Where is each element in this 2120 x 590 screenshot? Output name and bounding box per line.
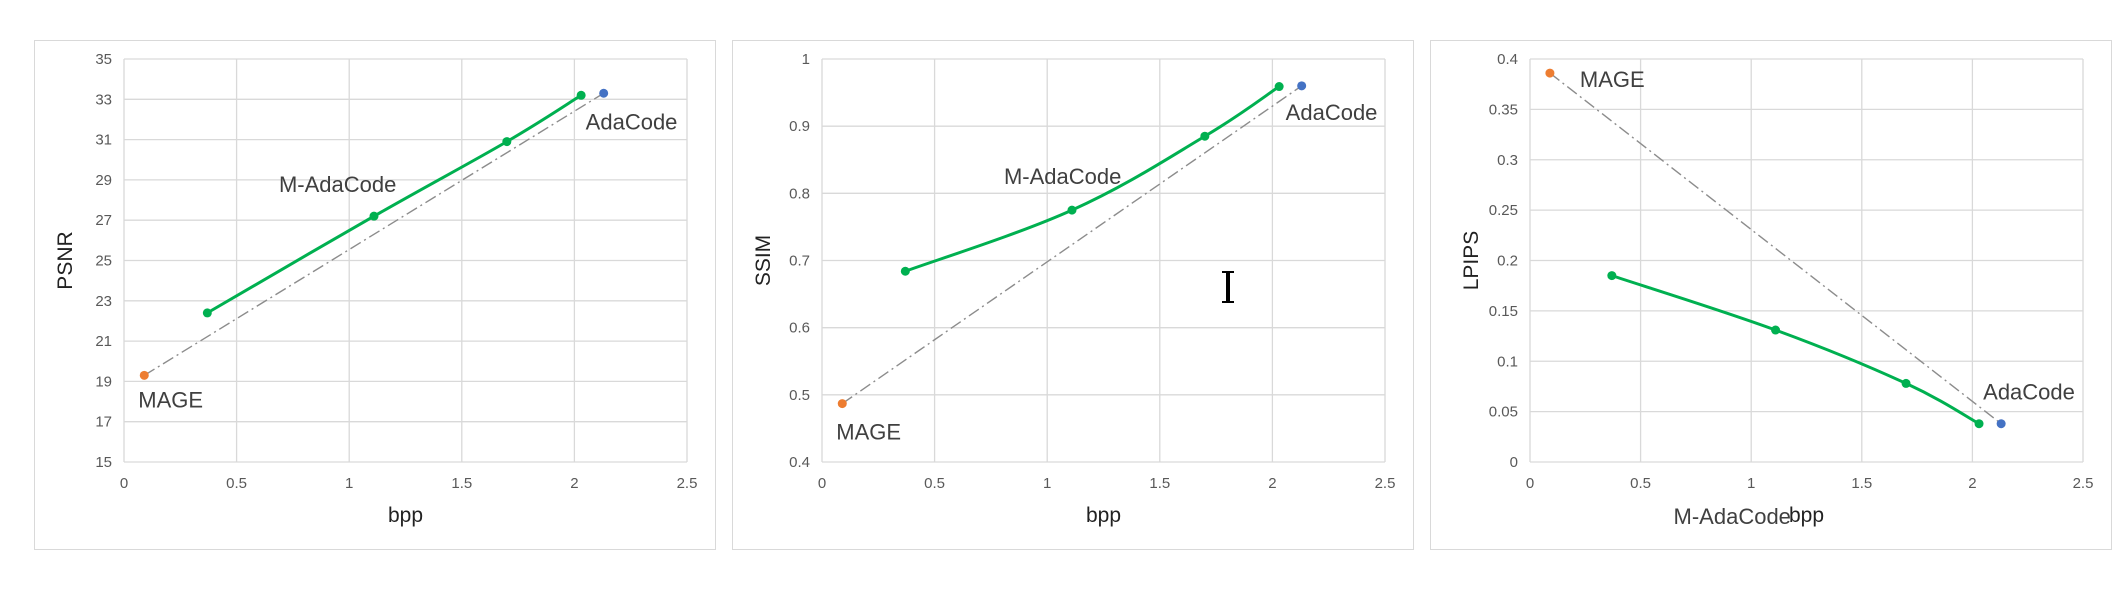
data-point-m-adacode xyxy=(202,308,212,318)
label-mage: MAGE xyxy=(138,387,203,412)
y-tick-label: 25 xyxy=(95,253,112,270)
chart-panel-lpips: 0 0.05 0.1 0.15 0.2 0.25 0.3 0.35 0.4 0 0.5 1 1.5 2 2.… xyxy=(1430,40,2112,550)
reference-line xyxy=(841,85,1303,405)
data-point-m-adacode xyxy=(1274,82,1284,92)
data-point-m-adacode xyxy=(1974,419,1984,429)
y-tick-label: 27 xyxy=(95,212,112,229)
y-tick-label: 31 xyxy=(95,132,112,149)
label-m-adacode: M-AdaCode xyxy=(279,172,396,197)
x-tick-label: 1.5 xyxy=(1149,475,1170,492)
y-tick-label: 0.5 xyxy=(789,387,810,404)
x-tick-label: 2.5 xyxy=(2073,475,2094,492)
x-tick-label: 1 xyxy=(345,475,353,492)
y-tick-label: 0.35 xyxy=(1489,101,1518,118)
y-tick-label: 0.4 xyxy=(1497,51,1518,68)
data-point-m-adacode xyxy=(1607,271,1617,281)
y-axis-title: PSNR xyxy=(54,231,77,289)
x-tick-label: 2.5 xyxy=(1375,475,1396,492)
y-tick-label: 0.7 xyxy=(789,253,810,270)
y-tick-label: 0.1 xyxy=(1497,353,1518,370)
label-mage: MAGE xyxy=(836,420,901,445)
data-point-mage xyxy=(837,399,847,409)
data-point-m-adacode xyxy=(1901,378,1911,388)
y-tick-label: 33 xyxy=(95,91,112,108)
x-tick-label: 1.5 xyxy=(451,475,472,492)
x-axis-title: bpp xyxy=(1789,504,1824,527)
reference-line xyxy=(143,92,605,376)
label-adacode: AdaCode xyxy=(586,109,678,134)
x-tick-label: 1.5 xyxy=(1851,475,1872,492)
x-tick-label: 1 xyxy=(1043,475,1051,492)
y-axis-title: SSIM xyxy=(752,235,775,286)
data-point-adacode xyxy=(599,88,609,98)
data-point-mage xyxy=(139,370,149,380)
y-axis-title: LPIPS xyxy=(1460,231,1483,291)
x-tick-label: 0 xyxy=(818,475,826,492)
series-line-m-adacode xyxy=(904,85,1280,273)
y-tick-label: 0.9 xyxy=(789,118,810,135)
data-point-m-adacode xyxy=(1771,325,1781,335)
series-line-m-adacode xyxy=(1611,274,1980,426)
y-tick-label: 15 xyxy=(95,454,112,471)
label-m-adacode: M-AdaCode xyxy=(1674,504,1791,529)
data-point-m-adacode xyxy=(502,137,512,147)
y-tick-label: 0.3 xyxy=(1497,152,1518,169)
y-tick-label: 17 xyxy=(95,414,112,431)
y-tick-label: 0.2 xyxy=(1497,253,1518,270)
chart-panel-ssim: 0.4 0.5 0.6 0.7 0.8 0.9 1 0 0.5 1 1.5 2 2.5 bpp SSIM MA… xyxy=(732,40,1414,550)
label-adacode: AdaCode xyxy=(1983,380,2075,405)
y-tick-label: 0.4 xyxy=(789,454,810,471)
label-mage: MAGE xyxy=(1580,67,1645,92)
x-axis-title: bpp xyxy=(1086,504,1121,527)
y-tick-label: 0.6 xyxy=(789,320,810,337)
ssim-chart: 0.4 0.5 0.6 0.7 0.8 0.9 1 0 0.5 1 1.5 2 2.5 bpp SSIM MA… xyxy=(752,51,1396,527)
y-tick-label: 23 xyxy=(95,293,112,310)
data-point-m-adacode xyxy=(1200,131,1210,141)
x-tick-label: 0 xyxy=(120,475,128,492)
y-tick-label: 19 xyxy=(95,373,112,390)
x-axis-title: bpp xyxy=(388,504,423,527)
x-tick-label: 2 xyxy=(570,475,578,492)
x-tick-label: 0.5 xyxy=(1630,475,1651,492)
chart-panel-psnr: 15 17 19 21 23 25 27 29 31 33 35 0 0.5 1 1.5 2 2.5 bpp PSN… xyxy=(34,40,716,550)
reference-line xyxy=(1549,72,2002,425)
y-tick-label: 29 xyxy=(95,172,112,189)
data-point-mage xyxy=(1545,68,1555,78)
data-point-adacode xyxy=(1297,81,1307,91)
y-tick-label: 0 xyxy=(1510,454,1518,471)
y-tick-label: 1 xyxy=(802,51,810,68)
label-m-adacode: M-AdaCode xyxy=(1004,164,1121,189)
text-cursor-icon xyxy=(1222,271,1234,303)
y-tick-label: 0.05 xyxy=(1489,404,1518,421)
psnr-chart: 15 17 19 21 23 25 27 29 31 33 35 0 0.5 1 1.5 2 2.5 bpp PSN… xyxy=(54,51,698,527)
label-adacode: AdaCode xyxy=(1286,100,1378,125)
x-tick-label: 0.5 xyxy=(226,475,247,492)
y-tick-label: 0.8 xyxy=(789,185,810,202)
x-tick-label: 1 xyxy=(1747,475,1755,492)
data-point-adacode xyxy=(1996,419,2006,429)
lpips-chart: 0 0.05 0.1 0.15 0.2 0.25 0.3 0.35 0.4 0 0.5 1 1.5 2 2.… xyxy=(1460,51,2094,529)
series-line-m-adacode xyxy=(206,93,582,315)
data-point-m-adacode xyxy=(900,266,910,276)
data-point-m-adacode xyxy=(369,211,379,221)
y-tick-label: 35 xyxy=(95,51,112,68)
x-tick-label: 0 xyxy=(1526,475,1534,492)
data-point-m-adacode xyxy=(1067,205,1077,215)
x-tick-label: 2 xyxy=(1268,475,1276,492)
gridlines xyxy=(1529,58,2084,463)
y-tick-label: 21 xyxy=(95,333,112,350)
gridlines xyxy=(821,58,1386,463)
x-tick-label: 2 xyxy=(1968,475,1976,492)
data-point-m-adacode xyxy=(576,90,586,100)
x-tick-label: 2.5 xyxy=(677,475,698,492)
x-tick-label: 0.5 xyxy=(924,475,945,492)
y-tick-label: 0.15 xyxy=(1489,303,1518,320)
y-tick-label: 0.25 xyxy=(1489,202,1518,219)
gridlines xyxy=(123,58,688,463)
